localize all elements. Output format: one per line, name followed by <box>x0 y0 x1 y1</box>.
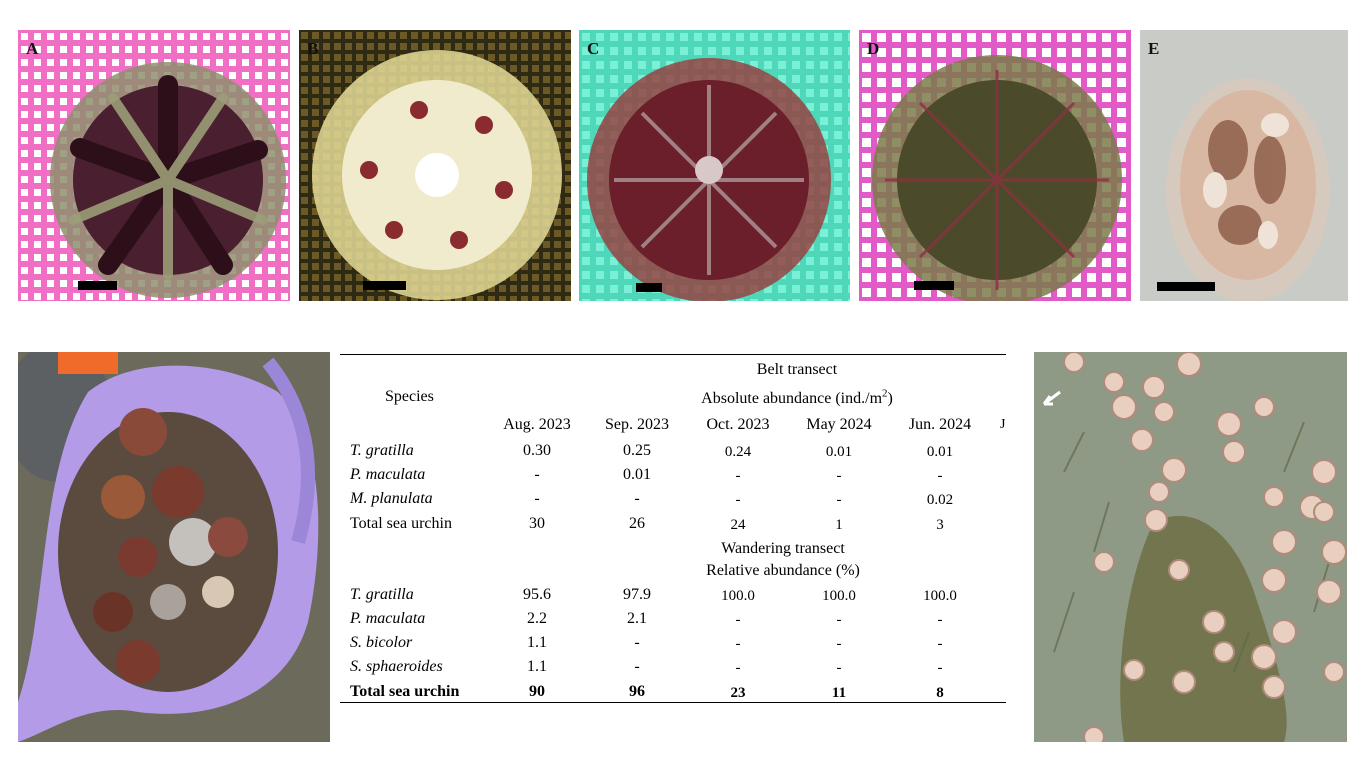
table-cell: - <box>836 492 842 508</box>
table-cell: 0.30 <box>523 442 551 459</box>
scale-bar-e <box>1157 282 1215 291</box>
table-cell: - <box>534 466 540 483</box>
species-name: S. sphaeroides <box>350 658 443 675</box>
wandering-transect-header: Wandering transect <box>721 540 845 557</box>
table-cell: 0.24 <box>724 444 752 460</box>
table-cell: 0.01 <box>623 466 651 483</box>
table-cell: 0.01 <box>825 444 853 460</box>
table-cell: - <box>836 612 842 628</box>
table-cell: 100.0 <box>923 588 957 604</box>
table-cell: 23 <box>730 685 746 701</box>
photo-panel-d: D <box>859 30 1131 301</box>
month-header: Sep. 2023 <box>605 416 669 433</box>
table-cell: 0.01 <box>926 444 954 460</box>
scale-bar-b <box>363 281 406 290</box>
table-cell: - <box>735 492 741 508</box>
belt-transect-header: Belt transect <box>756 361 838 378</box>
table-cell: - <box>735 636 741 652</box>
arrow-marker <box>1042 390 1061 406</box>
table-cell: 26 <box>629 515 645 532</box>
species-name: T. gratilla <box>350 586 414 603</box>
urchin-photo-a <box>18 30 290 301</box>
table-cell: - <box>534 490 540 507</box>
bag-photo <box>18 352 330 742</box>
table-bottom-rule <box>340 702 1006 703</box>
table-cell: 30 <box>529 515 545 532</box>
urchin-photo-c <box>579 30 850 301</box>
table-cell: - <box>937 612 943 628</box>
scale-bar-d <box>914 281 954 290</box>
scale-bar-c <box>636 283 662 292</box>
abundance-table: Belt transect Species Absolute abundance… <box>340 352 1006 704</box>
table-cell: 0.02 <box>926 492 954 508</box>
seagrass-photo <box>1034 352 1347 742</box>
photo-panel-e: E <box>1140 30 1348 301</box>
total-row-label: Total sea urchin <box>350 683 460 700</box>
table-cell: 2.1 <box>627 610 647 627</box>
photo-seagrass-urchins <box>1034 352 1347 742</box>
month-header: Aug. 2023 <box>503 416 571 433</box>
table-cell: - <box>937 468 943 484</box>
table-cell: 1.1 <box>527 658 547 675</box>
urchin-photo-e <box>1140 30 1348 301</box>
table-cell: 8 <box>936 685 944 701</box>
table-cell: 90 <box>529 683 545 700</box>
table-cell: 0.25 <box>623 442 651 459</box>
table-cell: 2.2 <box>527 610 547 627</box>
table-cell: - <box>937 660 943 676</box>
table-cell: 1 <box>835 517 843 533</box>
species-name: P. maculata <box>350 610 426 627</box>
species-name: P. maculata <box>350 466 426 483</box>
table-cell: - <box>634 658 640 675</box>
species-column-header: Species <box>385 388 434 405</box>
month-header: Oct. 2023 <box>706 416 770 433</box>
photo-panel-c: C <box>579 30 850 301</box>
month-header: May 2024 <box>806 416 872 433</box>
relative-abundance-header: Relative abundance (%) <box>706 562 860 579</box>
table-cell: - <box>735 612 741 628</box>
table-cell: 95.6 <box>523 586 551 603</box>
table-cell: 96 <box>629 683 645 700</box>
photo-panel-b: B <box>299 30 571 301</box>
panel-letter-a: A <box>26 39 39 58</box>
table-cell: 97.9 <box>623 586 651 603</box>
table-cell: - <box>836 468 842 484</box>
table-cell: - <box>836 660 842 676</box>
total-row-label: Total sea urchin <box>350 515 452 532</box>
table-cell: 3 <box>936 517 944 533</box>
species-name: M. planulata <box>350 490 433 507</box>
panel-letter-e: E <box>1148 39 1160 58</box>
photo-collected-urchins-bag <box>18 352 330 742</box>
table-cell: - <box>937 636 943 652</box>
month-header: Jun. 2024 <box>908 416 972 433</box>
table-cell: 100.0 <box>721 588 755 604</box>
table-cell: - <box>634 634 640 651</box>
absolute-abundance-header: Absolute abundance (ind./m2) <box>701 387 893 407</box>
table-cell: 11 <box>831 685 847 701</box>
table-cell: 1.1 <box>527 634 547 651</box>
urchin-photo-b <box>299 30 571 301</box>
species-name: T. gratilla <box>350 442 414 459</box>
table-cell: - <box>836 636 842 652</box>
table-top-rule <box>340 354 1006 355</box>
urchin-photo-d <box>859 30 1131 301</box>
species-name: S. bicolor <box>350 634 413 651</box>
table-cell: 24 <box>730 517 746 533</box>
table-cell: - <box>735 468 741 484</box>
truncated-column-header: J <box>1000 417 1005 432</box>
table-cell: - <box>634 490 640 507</box>
table-cell: - <box>735 660 741 676</box>
panel-letter-d: D <box>867 39 880 58</box>
panel-letter-b: B <box>307 39 319 58</box>
scale-bar-a <box>78 281 117 290</box>
table-cell: 100.0 <box>822 588 856 604</box>
panel-letter-c: C <box>587 39 600 58</box>
photo-panel-a: A <box>18 30 290 301</box>
